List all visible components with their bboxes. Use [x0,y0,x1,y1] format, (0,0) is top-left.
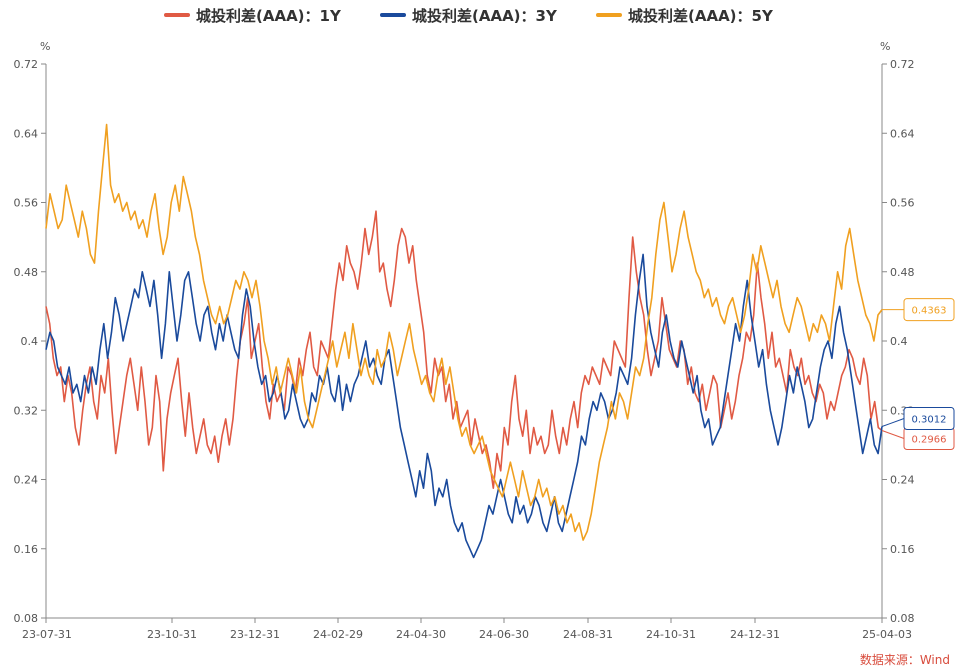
legend-label-5y: 城投利差(AAA)：5Y [628,7,774,25]
y-tick-label-right: 0.72 [890,58,915,71]
right-unit-label: % [880,40,890,53]
end-tag-2: 0.4363 [882,298,955,322]
x-tick-label: 24-04-30 [396,628,446,641]
legend: 城投利差(AAA)：1Y 城投利差(AAA)：3Y 城投利差(AAA)：5Y [164,7,774,25]
y-tick-label-left: 0.56 [14,197,39,210]
left-unit-label: % [40,40,50,53]
y-tick-label-right: 0.16 [890,543,915,556]
legend-swatch-1y [164,13,190,17]
end-tag-box [903,407,955,431]
y-tick-label-right: 0.4 [890,335,908,348]
x-tick-label: 23-10-31 [147,628,197,641]
y-tick-label-right: 0.64 [890,127,915,140]
y-tick-label-left: 0.08 [14,612,39,625]
end-tag-label: 0.4363 [912,306,947,317]
end-tag-connector [881,430,905,439]
legend-item-5y[interactable]: 城投利差(AAA)：5Y [596,7,774,25]
source-note: 数据来源：Wind [860,652,950,667]
legend-swatch-3y [380,13,406,17]
x-tick-label: 25-04-03 [862,628,912,641]
y-tick-label-right: 0.24 [890,474,915,487]
end-tag-1: 0.3012 [881,407,955,431]
right-y-axis: 0.080.160.240.320.40.480.560.640.72 [881,58,915,625]
series-lines [45,123,883,559]
y-tick-label-right: 0.08 [890,612,915,625]
left-y-axis: 0.08 0.16 0.24 0.32 0.4 0.48 0.56 0.64 0.72 [14,58,47,625]
series-line-0[interactable] [45,210,883,490]
end-value-tags: 0.2966 0.3012 0.4363 [881,298,955,451]
x-tick-label: 23-12-31 [230,628,280,641]
x-tick-label: 24-02-29 [313,628,363,641]
y-tick-label-left: 0.24 [14,474,39,487]
y-tick-label-right: 0.48 [890,266,915,279]
series-line-2[interactable] [45,123,883,541]
end-tag-0: 0.2966 [881,427,955,451]
legend-label-1y: 城投利差(AAA)：1Y [196,7,342,25]
legend-item-1y[interactable]: 城投利差(AAA)：1Y [164,7,342,25]
end-tag-connector [881,418,905,427]
legend-swatch-5y [596,13,622,17]
end-tag-label: 0.3012 [912,415,947,426]
x-axis: 23-07-31 23-10-31 23-12-31 24-02-29 24-04-30… [22,617,912,641]
end-tag-label: 0.2966 [912,435,947,446]
legend-item-3y[interactable]: 城投利差(AAA)：3Y [380,7,558,25]
y-tick-label-left: 0.64 [14,127,39,140]
y-tick-label-left: 0.16 [14,543,39,556]
x-tick-label: 24-12-31 [730,628,780,641]
x-tick-label: 24-06-30 [479,628,529,641]
y-tick-label-left: 0.32 [14,404,39,417]
x-tick-label: 24-08-31 [563,628,613,641]
y-tick-label-left: 0.4 [21,335,39,348]
y-tick-label-left: 0.72 [14,58,39,71]
x-tick-label: 23-07-31 [22,628,72,641]
y-tick-label-right: 0.56 [890,197,915,210]
y-tick-label-left: 0.48 [14,266,39,279]
end-tag-box [903,298,955,322]
legend-label-3y: 城投利差(AAA)：3Y [412,7,558,25]
series-line-1[interactable] [45,253,883,559]
x-tick-label: 24-10-31 [646,628,696,641]
